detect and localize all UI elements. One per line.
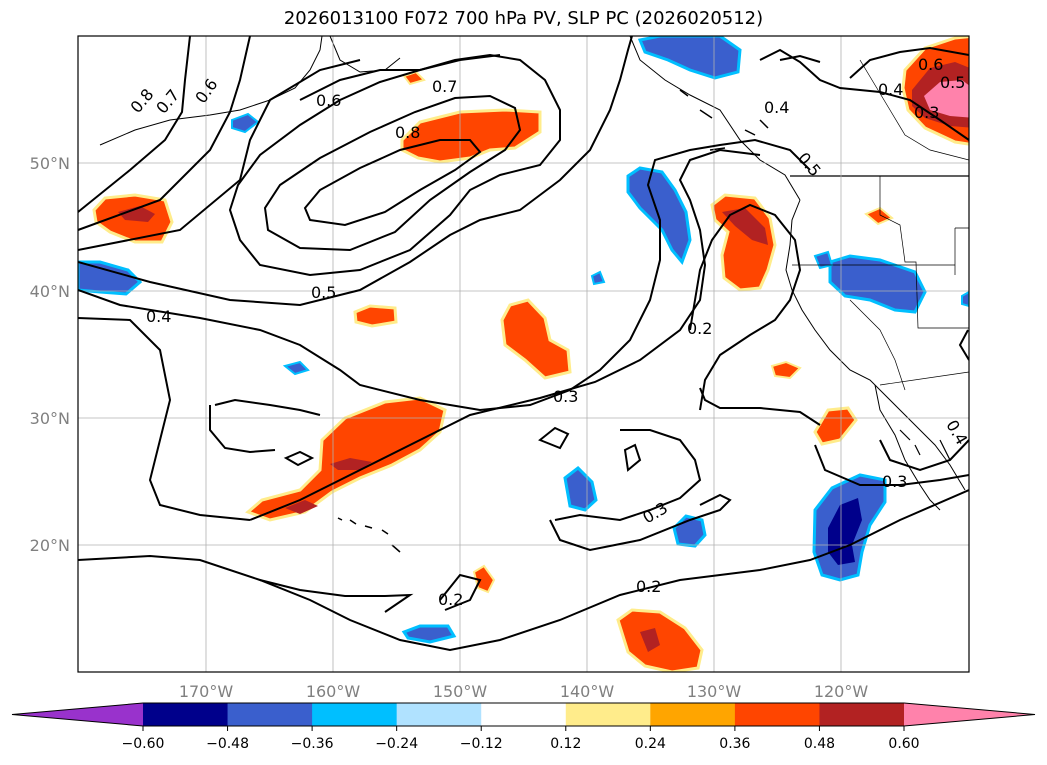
colorbar-segment	[143, 703, 229, 726]
contour-label: 0.3	[882, 472, 907, 491]
colorbar: −0.60 −0.48 −0.36 −0.24 −0.12 0.12 0.24 0.36 0.4…	[11, 702, 1036, 752]
colorbar-extend-low	[12, 703, 143, 726]
contour-label: 0.4	[764, 98, 789, 117]
contour-label: 0.2	[687, 319, 712, 338]
lat-tick: 20°N	[30, 536, 70, 555]
contour-08-outer	[78, 36, 191, 213]
lon-tick-labels: 170°W 160°W 150°W 140°W 130°W 120°W	[179, 682, 869, 701]
colorbar-tick-label: −0.24	[375, 736, 418, 752]
pv-area-south	[616, 608, 704, 672]
contour-03	[249, 148, 761, 521]
colorbar-tick-label: −0.12	[460, 736, 503, 752]
colorbar-tick-label: 0.60	[888, 736, 919, 752]
contour-label: 0.5	[940, 73, 965, 92]
pv-area-subtropical-band	[245, 396, 447, 522]
contour-label: 0.8	[395, 123, 420, 142]
lon-tick: 170°W	[179, 682, 234, 701]
contour-07-outer	[78, 36, 251, 231]
colorbar-extend-high	[904, 703, 1035, 726]
lon-tick: 120°W	[814, 682, 869, 701]
contour-label: 0.2	[438, 590, 463, 609]
colorbar-ticks: −0.60 −0.48 −0.36 −0.24 −0.12 0.12 0.24 0.36 0.4…	[122, 726, 920, 752]
contour-label: 0.2	[636, 577, 661, 596]
contour-label: 0.4	[146, 307, 171, 326]
colorbar-segment	[227, 703, 313, 726]
lon-tick: 150°W	[433, 682, 488, 701]
map-frame	[77, 35, 970, 673]
colorbar-segment	[819, 703, 905, 726]
coastlines	[99, 36, 969, 553]
lon-tick: 160°W	[306, 682, 361, 701]
contour-06-outer	[78, 59, 361, 251]
pv-area-central	[500, 298, 572, 380]
gridlines	[78, 36, 969, 672]
contour-label: 0.3	[914, 103, 939, 122]
contour-label: 0.5	[311, 283, 336, 302]
contour-label: 0.6	[918, 55, 943, 74]
colorbar-tick-label: 0.24	[635, 736, 666, 752]
lon-tick: 130°W	[687, 682, 742, 701]
colorbar-tick-label: 0.12	[550, 736, 581, 752]
colorbar-tick-label: 0.48	[804, 736, 835, 752]
colorbar-tick-label: −0.36	[291, 736, 334, 752]
colorbar-segment	[312, 703, 398, 726]
slp-contours	[78, 36, 969, 652]
pv-positive-areas	[92, 36, 969, 672]
lat-tick: 30°N	[30, 409, 70, 428]
contour-02-center	[689, 203, 802, 411]
colorbar-segment	[396, 703, 482, 726]
contour-label: 0.4	[878, 80, 903, 99]
map-panel: 0.8 0.7 0.6 0.6 0.7 0.8 0.5 0.4 0.3 0.2 …	[78, 36, 969, 672]
colorbar-segment	[565, 703, 651, 726]
contour-label: 0.3	[553, 387, 578, 406]
contour-05	[78, 36, 633, 307]
lat-tick-labels: 50°N 40°N 30°N 20°N	[30, 154, 70, 555]
lon-tick: 140°W	[560, 682, 615, 701]
colorbar-segment	[481, 703, 567, 726]
colorbar-segment	[650, 703, 736, 726]
contour-04	[78, 138, 811, 412]
colorbar-segment	[734, 703, 820, 726]
contour-label: 0.6	[316, 91, 341, 110]
lat-tick: 40°N	[30, 282, 70, 301]
lat-tick: 50°N	[30, 154, 70, 173]
pv-area-alaska-coast	[637, 36, 742, 80]
colorbar-tick-label: −0.48	[206, 736, 249, 752]
colorbar-segments	[11, 702, 1036, 727]
contour-label: 0.7	[432, 77, 457, 96]
map-title: 2026013100 F072 700 hPa PV, SLP PC (2026…	[283, 8, 764, 29]
colorbar-tick-label: −0.60	[122, 736, 165, 752]
colorbar-tick-label: 0.36	[719, 736, 750, 752]
